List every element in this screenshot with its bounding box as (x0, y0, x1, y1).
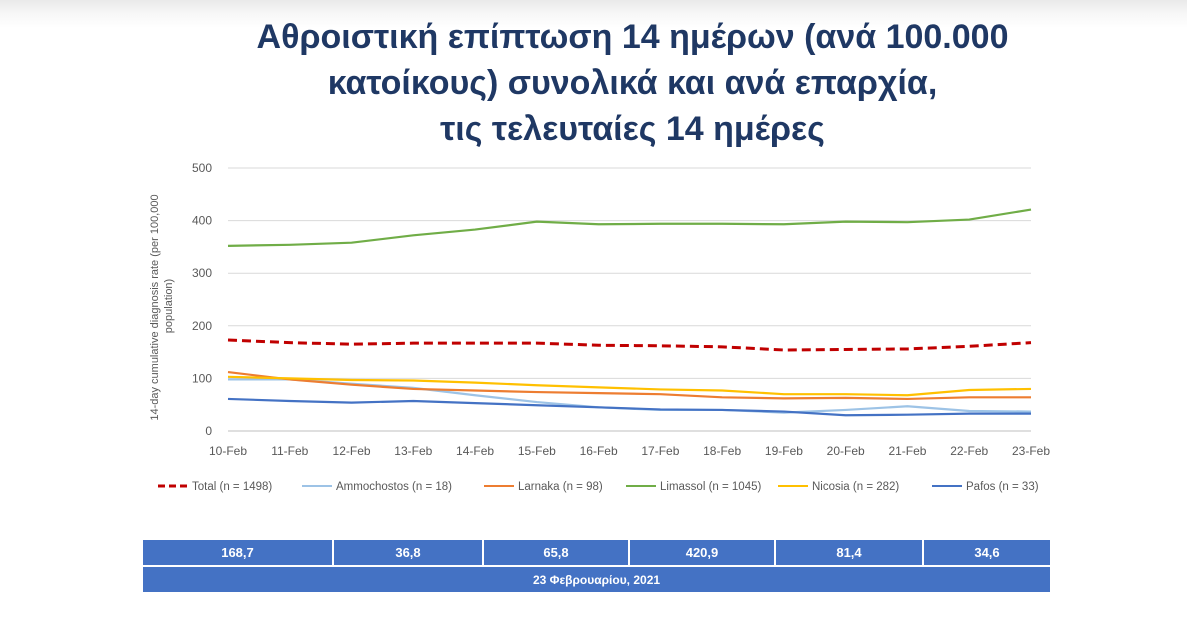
legend-label: Total (n = 1498) (192, 481, 272, 493)
x-tick-label: 15-Feb (518, 444, 556, 458)
series-line-limassol (227, 208, 1032, 247)
x-tick-label: 17-Feb (641, 444, 679, 458)
series-line-nicosia (227, 375, 1032, 397)
legend-label: Nicosia (n = 282) (812, 481, 899, 493)
x-tick-label: 14-Feb (456, 444, 494, 458)
summary-value-pafos: 34,6 (974, 545, 1000, 560)
summary-value-larnaka: 65,8 (484, 540, 630, 565)
y-tick-label: 500 (192, 161, 212, 175)
x-tick-label: 16-Feb (580, 444, 618, 458)
y-tick-label: 300 (192, 266, 212, 280)
series-line-larnaka (227, 370, 1031, 401)
y-tick-label: 100 (192, 371, 212, 385)
x-tick-label: 10-Feb (209, 444, 247, 458)
legend-label: Limassol (n = 1045) (660, 481, 761, 493)
chart-series (227, 208, 1032, 417)
x-tick-label: 19-Feb (765, 444, 803, 458)
title-line-3: τις τελευταίες 14 ημέρες (440, 110, 825, 148)
y-tick-label: 400 (192, 214, 212, 228)
x-tick-label: 12-Feb (333, 444, 371, 458)
page-title: Αθροιστική επίπτωση 14 ημέρων (ανά 100.0… (150, 14, 1115, 152)
chart-gridlines (228, 167, 1031, 432)
y-tick-label: 0 (205, 424, 212, 438)
y-axis-label: 14-day cumulative diagnosis rate (per 10… (149, 191, 175, 420)
summary-values-row: 168,7 36,8 65,8 420,9 81,4 34,6 (143, 540, 1050, 565)
title-line-2: κατοίκους) συνολικά και ανά επαρχία, (327, 64, 938, 102)
x-tick-label: 22-Feb (950, 444, 988, 458)
x-tick-label: 13-Feb (394, 444, 432, 458)
chart-legend: Total (n = 1498) Ammochostos (n = 18) Larn… (158, 481, 1039, 493)
legend-label: Pafos (n = 33) (966, 481, 1039, 493)
y-axis-ticks: 0 100 200 300 400 500 (192, 161, 212, 438)
title-line-1: Αθροιστική επίπτωση 14 ημέρων (ανά 100.0… (256, 18, 1009, 56)
summary-date-row: 23 Φεβρουαρίου, 2021 (143, 567, 1050, 592)
series-line-total (227, 338, 1032, 352)
y-axis-label-line-2: population) (163, 279, 175, 333)
x-axis-ticks: 10-Feb 11-Feb 12-Feb 13-Feb 14-Feb 15-Feb 16-F… (209, 444, 1050, 458)
x-tick-label: 20-Feb (827, 444, 865, 458)
summary-value-ammochostos: 36,8 (334, 540, 484, 565)
y-axis-label-line-1: 14-day cumulative diagnosis rate (per 10… (149, 194, 161, 420)
series-line-pafos (227, 397, 1031, 417)
legend-label: Ammochostos (n = 18) (336, 481, 452, 493)
x-tick-label: 23-Feb (1012, 444, 1050, 458)
summary-value-limassol: 420,9 (630, 540, 776, 565)
summary-value-nicosia: 81,4 (776, 540, 924, 565)
x-tick-label: 18-Feb (703, 444, 741, 458)
x-tick-label: 21-Feb (888, 444, 926, 458)
summary-value-total: 168,7 (143, 540, 334, 565)
legend-label: Larnaka (n = 98) (518, 481, 603, 493)
y-tick-label: 200 (192, 319, 212, 333)
x-tick-label: 11-Feb (271, 444, 308, 458)
summary-table: 168,7 36,8 65,8 420,9 81,4 34,6 23 Φεβρο… (143, 540, 1050, 592)
